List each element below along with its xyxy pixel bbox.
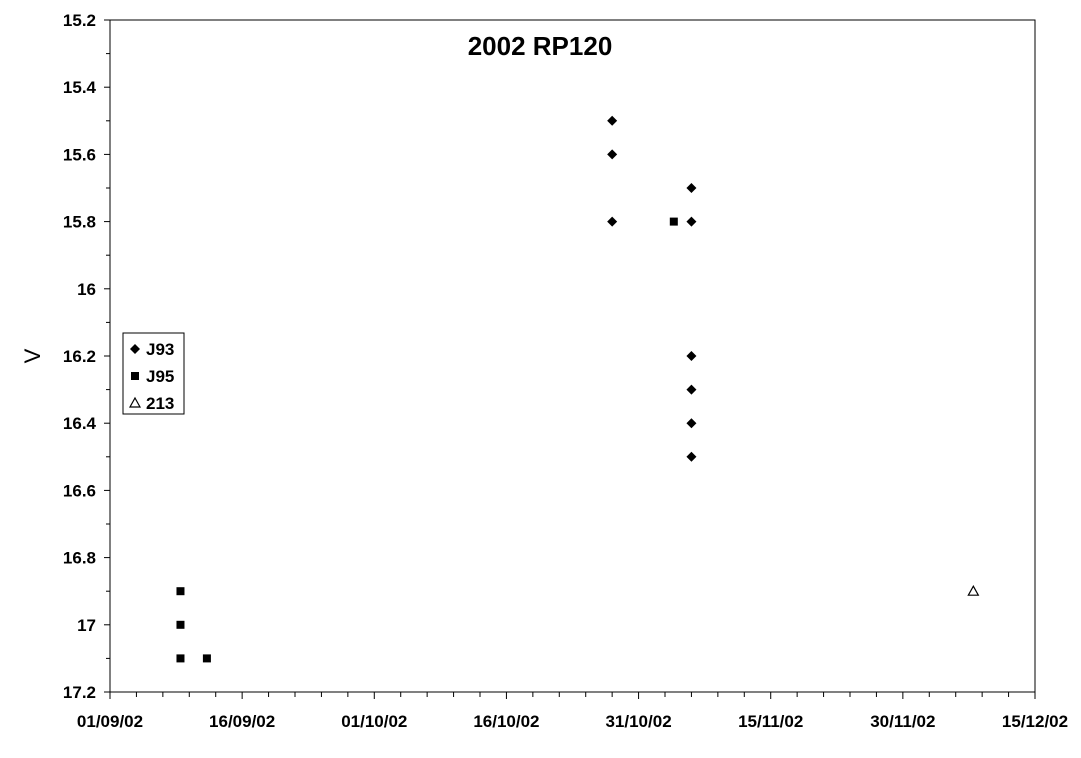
y-tick-label: 16.4 xyxy=(63,414,97,433)
x-tick-label: 15/11/02 xyxy=(738,712,803,731)
y-tick-label: 15.8 xyxy=(63,213,96,232)
point-j93 xyxy=(686,183,697,193)
point-j95 xyxy=(176,654,185,663)
data-points xyxy=(176,115,980,663)
legend-label-213: 213 xyxy=(146,394,174,413)
y-tick-label: 16.8 xyxy=(63,549,96,568)
x-tick-label: 01/09/02 xyxy=(77,712,143,731)
legend-marker-213 xyxy=(128,396,142,408)
x-tick-label: 30/11/02 xyxy=(870,712,935,731)
x-tick-label: 01/10/02 xyxy=(341,712,407,731)
x-tick-label: 31/10/02 xyxy=(605,712,671,731)
point-j93 xyxy=(607,115,618,126)
point-j93 xyxy=(607,216,618,227)
point-j95 xyxy=(176,587,185,596)
x-axis: 01/09/02 16/09/02 01/10/02 16/10/02 31/10/02… xyxy=(77,692,1068,731)
y-tick-label: 17.2 xyxy=(63,683,96,702)
point-j93 xyxy=(686,451,697,462)
y-axis-label: V xyxy=(20,348,45,363)
y-tick-label: 16 xyxy=(77,280,96,299)
legend-label-j93: J93 xyxy=(146,340,174,359)
point-213 xyxy=(967,584,980,596)
point-j93 xyxy=(686,384,697,395)
legend-label-j95: J95 xyxy=(146,367,174,386)
y-axis: 15.2 15.4 15.6 15.8 16 16.2 16.4 16.6 16.8 17 17.2 xyxy=(63,11,110,702)
y-tick-label: 15.6 xyxy=(63,145,96,164)
x-tick-label: 15/12/02 xyxy=(1002,712,1068,731)
chart-title: 2002 RP120 xyxy=(468,31,613,61)
point-j95 xyxy=(202,654,211,663)
legend-marker-j93 xyxy=(130,344,140,354)
point-j95 xyxy=(669,217,678,226)
x-tick-label: 16/10/02 xyxy=(473,712,539,731)
point-j95 xyxy=(176,620,185,629)
x-tick-label: 16/09/02 xyxy=(209,712,275,731)
point-j93 xyxy=(607,149,618,160)
plot-area xyxy=(109,19,1036,693)
point-j93 xyxy=(686,418,697,429)
y-tick-label: 16.6 xyxy=(63,481,96,500)
y-tick-label: 15.4 xyxy=(63,78,97,97)
y-tick-label: 17 xyxy=(77,616,96,635)
legend: J93 J95 213 xyxy=(122,332,185,415)
point-j93 xyxy=(686,216,697,227)
point-j93 xyxy=(686,351,697,361)
legend-marker-j95 xyxy=(131,372,139,380)
y-tick-label: 16.2 xyxy=(63,347,96,366)
y-tick-label: 15.2 xyxy=(63,11,96,30)
